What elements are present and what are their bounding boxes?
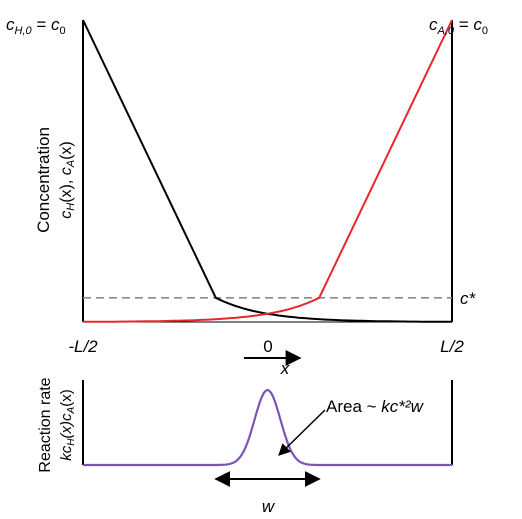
reaction-rate-curve xyxy=(83,388,452,467)
reaction-rate-panel: Reaction rate kcH(x)cA(x) Area ~ kc*²w w xyxy=(37,377,453,516)
area-annotation-arrow xyxy=(278,409,326,456)
x-axis-label: x xyxy=(280,359,290,378)
series-h-curve xyxy=(82,19,452,323)
reaction-rate-ylabel-functions: kcH(x)cA(x) xyxy=(58,389,77,460)
concentration-plot-area xyxy=(82,19,453,323)
width-label: w xyxy=(262,497,276,516)
corner-label-left: cH,0 = c0 xyxy=(6,15,66,37)
reaction-rate-plot-area xyxy=(82,380,453,487)
xtick-label-right: L/2 xyxy=(440,337,464,356)
xtick-label-center: 0 xyxy=(263,337,272,356)
area-annotation: Area ~ kc*²w xyxy=(326,397,425,416)
concentration-ylabel: Concentration xyxy=(34,127,53,233)
series-a-curve xyxy=(83,19,453,323)
reaction-rate-ylabel: Reaction rate xyxy=(37,377,54,472)
threshold-label: c* xyxy=(460,289,477,308)
xtick-label-left: -L/2 xyxy=(68,337,98,356)
concentration-ylabel-functions: cH(x), cA(x) xyxy=(58,141,77,219)
concentration-panel: Concentration cH(x), cA(x) cH,0 = c0 cA,… xyxy=(6,15,488,378)
corner-label-right: cA,0 = c0 xyxy=(429,15,488,37)
